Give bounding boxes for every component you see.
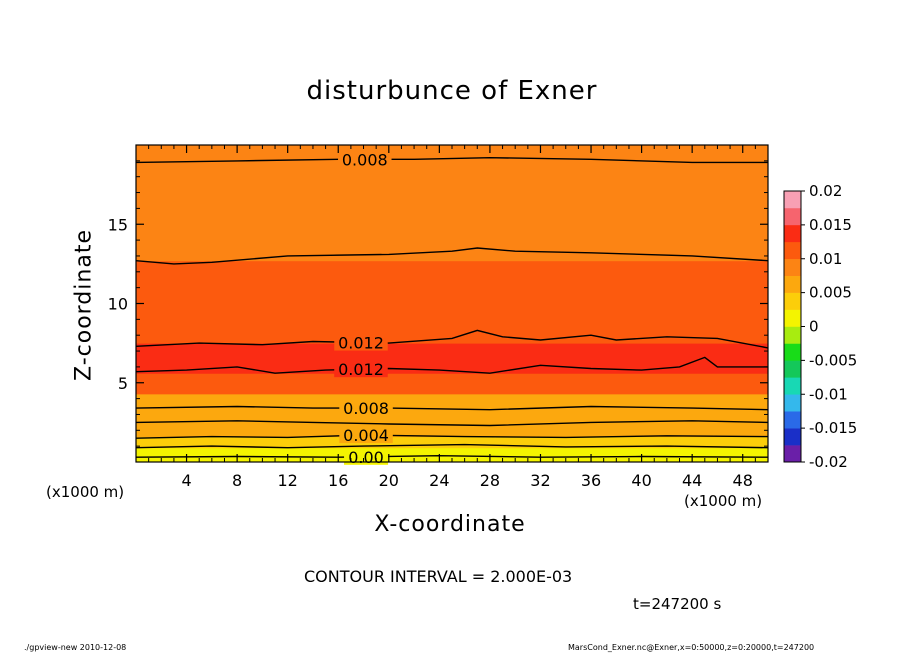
contour-label-bg bbox=[339, 400, 393, 417]
x-tick-label: 44 bbox=[682, 471, 702, 490]
colorbar-swatch bbox=[784, 191, 801, 209]
contour-line bbox=[136, 156, 768, 164]
contour-band bbox=[136, 209, 768, 262]
contour-line bbox=[136, 356, 768, 374]
x-tick-label: 32 bbox=[530, 471, 550, 490]
contour-label-bg bbox=[338, 151, 392, 168]
y-axis-unit: (x1000 m) bbox=[46, 483, 125, 501]
x-tick-label: 40 bbox=[631, 471, 651, 490]
contour-label-bg bbox=[334, 361, 388, 378]
contour-label: 0.008 bbox=[343, 399, 389, 418]
colorbar-swatch bbox=[784, 275, 801, 293]
colorbar-label: 0.015 bbox=[809, 216, 852, 234]
x-axis-unit: (x1000 m) bbox=[684, 492, 763, 510]
colorbar-swatch bbox=[784, 207, 801, 226]
colorbar-swatch bbox=[784, 411, 801, 429]
footer-left: ./gpview-new 2010-12-08 bbox=[24, 643, 127, 652]
contour-line bbox=[136, 405, 768, 411]
contour-label: 0.008 bbox=[342, 150, 388, 169]
y-axis-label: Z-coordinate bbox=[71, 229, 97, 381]
x-axis-label: X-coordinate bbox=[374, 512, 526, 537]
colorbar-swatch bbox=[784, 224, 801, 243]
contour-labels: 0.00 0.004 0.008 0.012 0.012 0.008 bbox=[334, 150, 393, 467]
colorbar-swatch bbox=[784, 377, 801, 395]
colorbar-label: 0.01 bbox=[809, 250, 842, 268]
x-tick-label: 28 bbox=[480, 471, 500, 490]
x-tick-label: 4 bbox=[181, 471, 191, 490]
contour-line bbox=[136, 247, 768, 265]
x-tick-label: 12 bbox=[278, 471, 298, 490]
contour-label-bg bbox=[339, 427, 393, 444]
colorbar-label: -0.005 bbox=[809, 351, 857, 369]
contour-label: 0.004 bbox=[343, 426, 389, 445]
y-tick-label: 10 bbox=[108, 295, 128, 314]
y-tick-label: 15 bbox=[108, 215, 128, 234]
colorbar-label: 0.02 bbox=[809, 182, 842, 200]
contour-band bbox=[136, 436, 768, 449]
contour-label-bg bbox=[334, 334, 388, 351]
contour-band bbox=[136, 343, 768, 374]
contour-line bbox=[136, 434, 768, 439]
colorbar-label: -0.02 bbox=[809, 453, 848, 471]
colorbar-swatch bbox=[784, 326, 801, 344]
x-tick-label: 20 bbox=[379, 471, 399, 490]
colorbar-swatch bbox=[784, 445, 801, 463]
colorbar: 0.02 0.015 0.01 0.005 0 -0.005 -0.01 -0.015 -0.0… bbox=[783, 182, 857, 471]
colorbar-label: 0.005 bbox=[809, 284, 852, 302]
contour-band bbox=[136, 447, 768, 458]
colorbar-label: -0.015 bbox=[809, 419, 857, 437]
chart-title: disturbunce of Exner bbox=[306, 76, 598, 106]
x-tick-label: 36 bbox=[581, 471, 601, 490]
contour-label: 0.00 bbox=[348, 448, 384, 467]
contour-line bbox=[136, 329, 768, 349]
contour-interval-text: CONTOUR INTERVAL = 2.000E-03 bbox=[304, 567, 573, 586]
x-tick-label: 16 bbox=[328, 471, 348, 490]
x-tick-label: 48 bbox=[733, 471, 753, 490]
contour-line bbox=[136, 420, 768, 427]
colorbar-swatch bbox=[784, 343, 801, 361]
colorbar-swatch bbox=[784, 241, 801, 260]
y-tick-label: 5 bbox=[118, 374, 128, 393]
colorbar-label: -0.01 bbox=[809, 385, 848, 403]
footer-right: MarsCond_Exner.nc@Exner,x=0:50000,z=0:20… bbox=[568, 643, 815, 652]
colorbar-label: 0 bbox=[809, 318, 819, 336]
contour-label: 0.012 bbox=[338, 334, 384, 353]
x-tick-label: 8 bbox=[232, 471, 242, 490]
contour-band bbox=[136, 168, 768, 211]
contour-band bbox=[136, 420, 768, 438]
time-stamp: t=247200 s bbox=[633, 595, 722, 613]
filled-contour-bands bbox=[136, 145, 768, 462]
contour-band bbox=[136, 373, 768, 395]
colorbar-swatch bbox=[784, 428, 801, 446]
contour-label-bg bbox=[344, 448, 389, 465]
contour-label: 0.012 bbox=[338, 360, 384, 379]
contour-band bbox=[136, 145, 768, 170]
colorbar-swatch bbox=[784, 309, 801, 327]
colorbar-swatch bbox=[784, 292, 801, 310]
contour-line bbox=[136, 443, 768, 449]
colorbar-swatch bbox=[784, 258, 801, 276]
colorbar-swatch bbox=[784, 360, 801, 378]
contour-band bbox=[136, 260, 768, 309]
x-tick-label: 24 bbox=[429, 471, 449, 490]
colorbar-swatch bbox=[784, 394, 801, 412]
